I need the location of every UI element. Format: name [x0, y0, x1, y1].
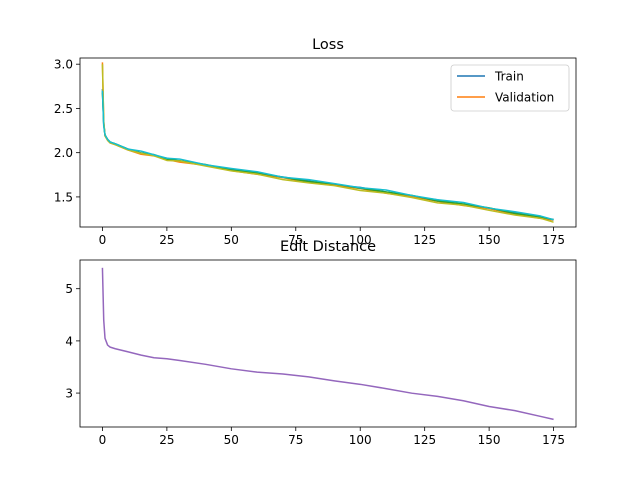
- series-line-run-1: [101, 267, 554, 421]
- x-tick-label: 50: [224, 233, 239, 247]
- x-tick-label: 50: [224, 433, 239, 447]
- legend-label-train: Train: [494, 70, 524, 84]
- axes-frame: [79, 259, 577, 428]
- x-tick-label: 0: [99, 233, 107, 247]
- x-tick-label: 125: [413, 433, 436, 447]
- x-tick-label: 175: [542, 433, 565, 447]
- x-tick-label: 100: [349, 233, 372, 247]
- legend: Train Validation: [450, 64, 570, 112]
- y-tick-label: 2.5: [54, 102, 73, 116]
- chart-title: Edit Distance: [280, 239, 376, 255]
- series-line-run-4: [101, 64, 554, 223]
- axes-frame: [79, 57, 577, 228]
- x-tick-label: 25: [159, 233, 174, 247]
- legend-label-validation: Validation: [495, 91, 554, 105]
- y-tick-label: 2.0: [54, 146, 73, 160]
- subplot-2: 0 25 50 75 100 125 150 175 3 4 5 Edit Distance: [65, 239, 577, 447]
- y-tick-label: 5: [65, 282, 73, 296]
- x-tick-label: 150: [478, 433, 501, 447]
- y-tick-label: 4: [65, 334, 73, 348]
- x-tick-label: 125: [413, 233, 436, 247]
- y-tick-label: 1.5: [54, 190, 73, 204]
- subplot-1: 0 25 50 75 100 125 150 175 1.5 2.0 2.5 3.0 Loss Train…: [54, 37, 577, 247]
- x-tick-label: 0: [99, 433, 107, 447]
- subplots: 0 25 50 75 100 125 150 1751.52.02.53.0LossTrain…: [54, 37, 577, 447]
- x-tick-label: 25: [159, 433, 174, 447]
- x-tick-label: 100: [349, 433, 372, 447]
- y-tick-label: 3.0: [54, 58, 73, 72]
- x-tick-label: 175: [542, 233, 565, 247]
- x-tick-label: 75: [288, 233, 303, 247]
- chart-title: Loss: [312, 37, 344, 53]
- y-tick-label: 3: [65, 387, 73, 401]
- x-tick-label: 150: [478, 233, 501, 247]
- series-line-run-5: [101, 90, 554, 221]
- x-tick-label: 75: [288, 433, 303, 447]
